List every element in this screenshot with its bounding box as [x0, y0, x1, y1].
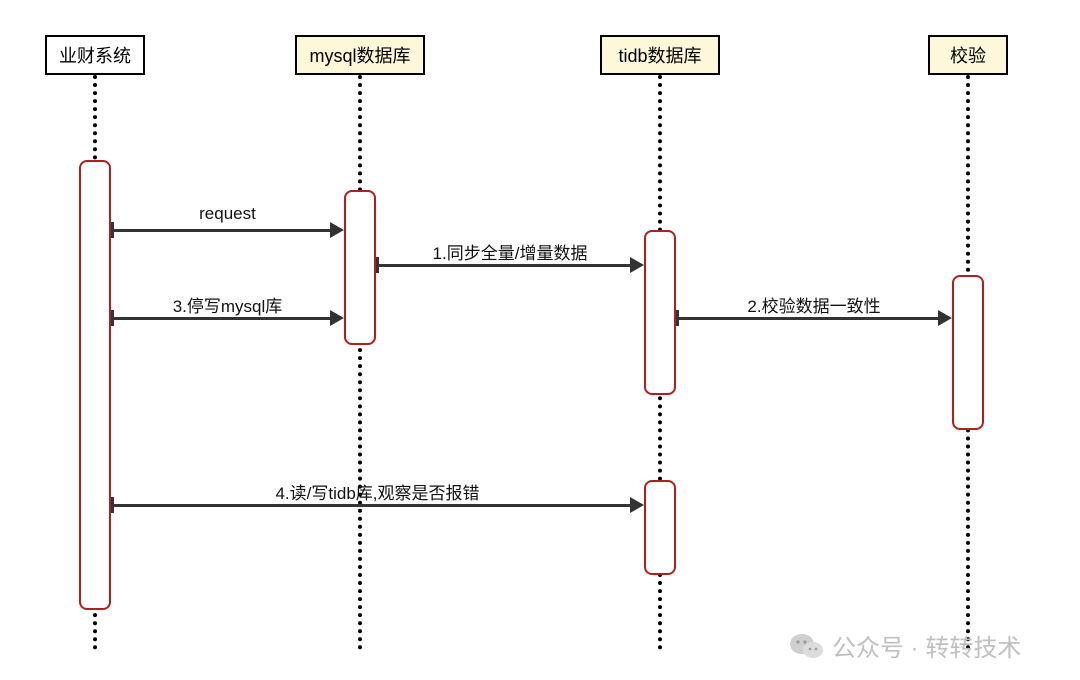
participant-tidb: tidb数据库 — [600, 35, 720, 75]
watermark-text: 公众号 · 转转技术 — [832, 628, 1021, 663]
message-source-tick-2 — [676, 310, 679, 326]
message-arrow-2 — [938, 310, 952, 326]
wechat-icon — [790, 632, 824, 660]
message-label-4: 4.读/写tidb库,观察是否报错 — [258, 479, 498, 504]
message-arrow-4 — [630, 497, 644, 513]
message-label-0: request — [108, 204, 348, 224]
message-label-2: 2.校验数据一致性 — [694, 292, 934, 317]
activation-tidb-2 — [644, 230, 676, 395]
message-source-tick-0 — [111, 222, 114, 238]
participant-biz: 业财系统 — [45, 35, 145, 75]
activation-tidb-3 — [644, 480, 676, 575]
participant-mysql: mysql数据库 — [295, 35, 425, 75]
participant-check: 校验 — [928, 35, 1008, 75]
lifeline-mysql — [358, 75, 362, 650]
message-arrow-1 — [630, 257, 644, 273]
message-source-tick-1 — [376, 257, 379, 273]
message-label-1: 1.同步全量/增量数据 — [390, 239, 630, 264]
message-arrow-0 — [330, 222, 344, 238]
activation-check-4 — [952, 275, 984, 430]
message-label-3: 3.停写mysql库 — [108, 292, 348, 317]
watermark: 公众号 · 转转技术 — [790, 628, 1021, 663]
sequence-diagram: 业财系统 mysql数据库 tidb数据库 校验 request 1.同步全量/增量数据 2… — [0, 0, 1080, 680]
message-line-0 — [111, 229, 332, 232]
activation-biz-0 — [79, 160, 111, 610]
message-source-tick-4 — [111, 497, 114, 513]
activation-mysql-1 — [344, 190, 376, 345]
